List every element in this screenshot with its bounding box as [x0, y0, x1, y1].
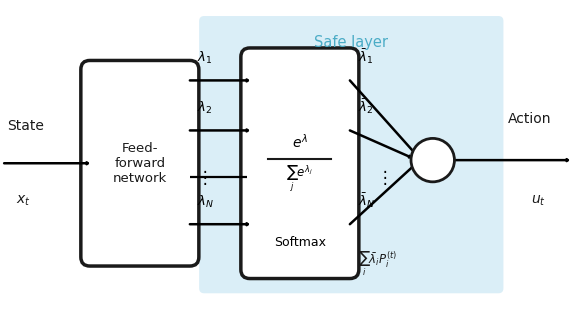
Circle shape [411, 138, 455, 182]
Text: $\lambda_N$: $\lambda_N$ [197, 194, 214, 210]
Text: $\lambda_2$: $\lambda_2$ [197, 100, 212, 116]
Text: $\vdots$: $\vdots$ [196, 168, 207, 187]
Text: $\boldsymbol{e^{\lambda}}$: $\boldsymbol{e^{\lambda}}$ [292, 133, 308, 150]
Text: $u_t$: $u_t$ [531, 193, 546, 208]
Text: Softmax: Softmax [274, 236, 326, 249]
Text: $x_t$: $x_t$ [15, 193, 30, 208]
Text: $\sum_j e^{\lambda_j}$: $\sum_j e^{\lambda_j}$ [286, 164, 313, 194]
Text: $\bar{\lambda}_N$: $\bar{\lambda}_N$ [358, 192, 375, 210]
FancyBboxPatch shape [199, 16, 503, 293]
Text: $\sum_i \bar{\lambda}_i P_i^{(t)}$: $\sum_i \bar{\lambda}_i P_i^{(t)}$ [358, 249, 398, 278]
FancyBboxPatch shape [241, 48, 359, 279]
Text: State: State [7, 119, 44, 133]
Text: $\vdots$: $\vdots$ [376, 168, 387, 187]
Text: Action: Action [508, 112, 552, 127]
FancyBboxPatch shape [81, 61, 199, 266]
Text: $\bar{\lambda}_2$: $\bar{\lambda}_2$ [358, 98, 374, 116]
Text: $\bar{\lambda}_1$: $\bar{\lambda}_1$ [358, 48, 374, 66]
Text: $\lambda_1$: $\lambda_1$ [197, 50, 212, 66]
Text: Safe layer: Safe layer [315, 35, 388, 50]
Text: Feed-
forward
network: Feed- forward network [113, 142, 167, 185]
